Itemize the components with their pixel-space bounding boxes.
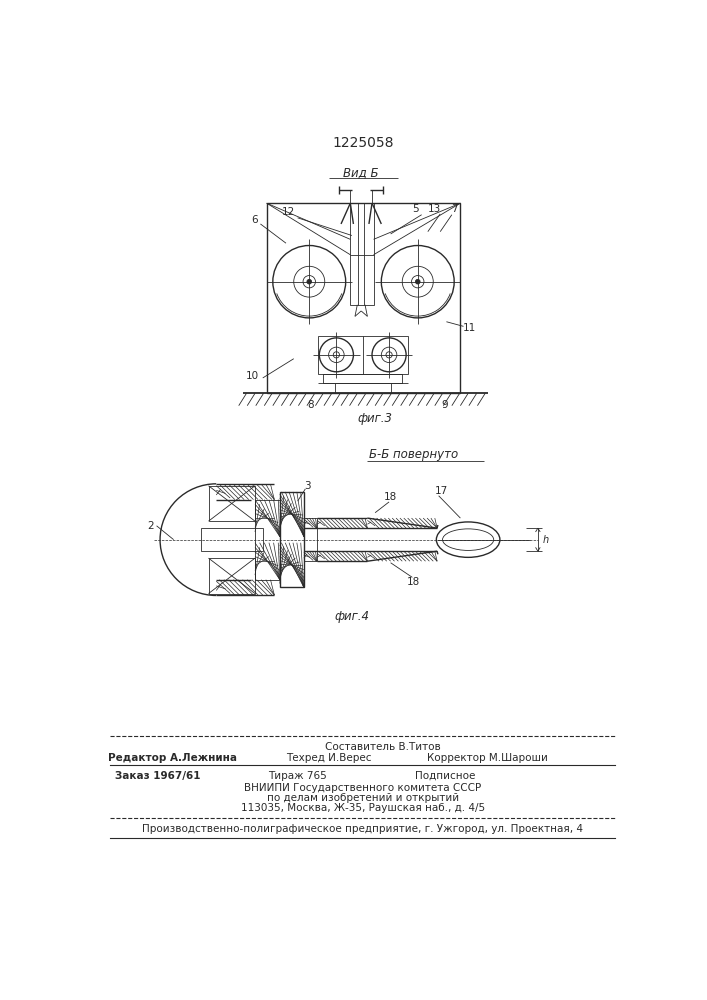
Text: Подписное: Подписное xyxy=(415,771,475,781)
Text: 12: 12 xyxy=(281,207,295,217)
Circle shape xyxy=(416,279,420,284)
Text: 17: 17 xyxy=(434,486,448,496)
Text: Составитель В.Титов: Составитель В.Титов xyxy=(325,742,440,752)
Text: 10: 10 xyxy=(246,371,259,381)
Circle shape xyxy=(307,279,312,284)
Text: Редактор А.Лежнина: Редактор А.Лежнина xyxy=(107,753,237,763)
Text: 9: 9 xyxy=(442,400,448,410)
Text: по делам изобретений и открытий: по делам изобретений и открытий xyxy=(267,793,459,803)
Text: ВНИИПИ Государственного комитета СССР: ВНИИПИ Государственного комитета СССР xyxy=(244,783,481,793)
Text: Тираж 765: Тираж 765 xyxy=(268,771,327,781)
Bar xyxy=(304,518,317,561)
Text: 1225058: 1225058 xyxy=(332,136,394,150)
Bar xyxy=(209,558,255,594)
Text: 5: 5 xyxy=(412,204,419,214)
Text: h: h xyxy=(542,535,549,545)
Ellipse shape xyxy=(443,529,493,550)
Text: 2: 2 xyxy=(147,521,153,531)
Text: 18: 18 xyxy=(384,492,397,502)
Text: Производственно-полиграфическое предприятие, г. Ужгород, ул. Проектная, 4: Производственно-полиграфическое предприя… xyxy=(142,824,583,834)
Text: Заказ 1967/61: Заказ 1967/61 xyxy=(115,771,201,781)
Text: Вид Б: Вид Б xyxy=(344,166,379,179)
Text: Б-Б повернуто: Б-Б повернуто xyxy=(369,448,459,461)
Ellipse shape xyxy=(436,522,500,557)
Bar xyxy=(323,374,402,383)
Text: 13: 13 xyxy=(428,204,441,214)
Bar xyxy=(201,528,263,551)
Bar xyxy=(351,203,373,305)
Text: фиг.3: фиг.3 xyxy=(358,412,392,425)
Text: 11: 11 xyxy=(463,323,477,333)
Bar xyxy=(267,203,460,393)
Bar xyxy=(209,486,255,521)
Text: 8: 8 xyxy=(308,400,314,410)
Text: 113035, Москва, Ж-35, Раушская наб., д. 4/5: 113035, Москва, Ж-35, Раушская наб., д. … xyxy=(240,803,485,813)
Text: фиг.4: фиг.4 xyxy=(334,610,369,623)
Text: 18: 18 xyxy=(407,577,421,587)
Text: 6: 6 xyxy=(251,215,257,225)
Text: Техред И.Верес: Техред И.Верес xyxy=(286,753,371,763)
Bar xyxy=(255,500,280,580)
Bar xyxy=(280,492,304,587)
Text: 7: 7 xyxy=(451,204,457,214)
Text: 3: 3 xyxy=(305,481,311,491)
Text: Корректор М.Шароши: Корректор М.Шароши xyxy=(427,753,548,763)
Bar xyxy=(317,336,408,374)
